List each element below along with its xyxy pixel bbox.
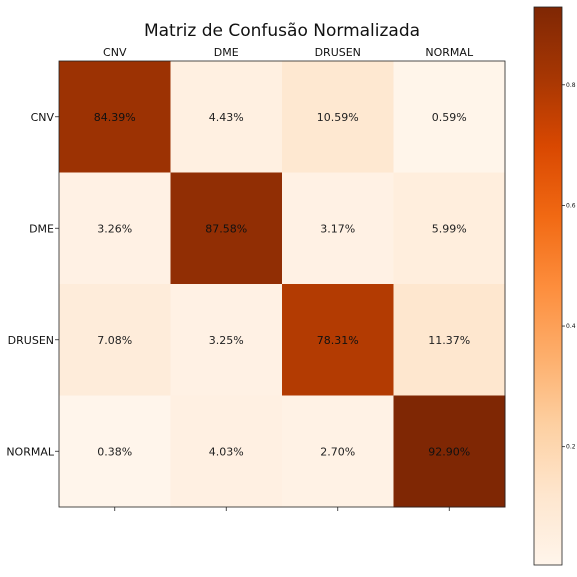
colorbar-ticks: 0.2 0.4 0.6 0.8 (562, 82, 576, 451)
heatmap-cell-cnv-normal (393, 61, 506, 173)
x-tick-label: DME (214, 46, 239, 59)
colorbar-gradient (533, 6, 563, 566)
cell-value-label: 0.59% (432, 111, 467, 124)
plot-frame (58, 60, 506, 508)
chart-title: Matriz de Confusão Normalizada (144, 21, 420, 41)
colorbar: 0.2 0.4 0.6 0.8 (533, 6, 576, 566)
cell-value-label: 5.99% (432, 222, 467, 235)
x-tick-label: DRUSEN (315, 46, 361, 59)
y-tick-label: NORMAL (6, 445, 55, 458)
cell-value-label: 87.58% (205, 222, 247, 235)
y-tick-label: DME (29, 222, 54, 235)
x-axis-ticks: CNV DME DRUSEN NORMAL (103, 46, 474, 511)
x-tick-label: CNV (103, 46, 127, 59)
colorbar-tick-label: 0.2 (566, 444, 576, 451)
colorbar-tick-label: 0.8 (566, 82, 576, 89)
cell-value-label: 84.39% (94, 111, 136, 124)
heatmap-cell-cnv-cnv (59, 61, 171, 173)
heatmap-cell-drusen-dme (170, 284, 283, 396)
cell-value-label: 92.90% (428, 445, 470, 458)
cell-value-label: 3.17% (320, 222, 355, 235)
heatmap-cells (59, 61, 506, 508)
cell-value-label: 4.43% (209, 111, 244, 124)
heatmap-cell-labels: 84.39% 4.43% 10.59% 0.59% 3.26% 87.58% 3.17% 5.… (94, 111, 470, 459)
cell-value-label: 3.25% (209, 334, 244, 347)
cell-value-label: 7.08% (97, 334, 132, 347)
heatmap-cell-dme-dme (170, 172, 283, 285)
cell-value-label: 10.59% (317, 111, 359, 124)
heatmap-cell-normal-normal (393, 395, 506, 508)
cell-value-label: 11.37% (428, 334, 470, 347)
heatmap-cell-cnv-drusen (282, 61, 394, 173)
y-tick-label: CNV (31, 111, 55, 124)
heatmap-cell-normal-drusen (282, 395, 394, 508)
cell-value-label: 2.70% (320, 445, 355, 458)
colorbar-tick-label: 0.6 (566, 202, 576, 209)
colorbar-tick-label: 0.4 (566, 323, 576, 330)
heatmap-cell-cnv-dme (170, 61, 283, 173)
cell-value-label: 0.38% (97, 445, 132, 458)
heatmap-cell-dme-drusen (282, 172, 394, 285)
y-tick-label: DRUSEN (8, 334, 54, 347)
heatmap-cell-normal-cnv (59, 395, 171, 508)
heatmap-cell-normal-dme (170, 395, 283, 508)
cell-value-label: 3.26% (97, 222, 132, 235)
heatmap-cell-drusen-normal (393, 284, 506, 396)
y-axis-ticks: CNV DME DRUSEN NORMAL (6, 111, 59, 458)
cell-value-label: 4.03% (209, 445, 244, 458)
heatmap-cell-dme-normal (393, 172, 506, 285)
heatmap-cell-dme-cnv (59, 172, 171, 285)
x-tick-label: NORMAL (425, 46, 474, 59)
heatmap-cell-drusen-drusen (282, 284, 394, 396)
heatmap-cell-drusen-cnv (59, 284, 171, 396)
cell-value-label: 78.31% (317, 334, 359, 347)
